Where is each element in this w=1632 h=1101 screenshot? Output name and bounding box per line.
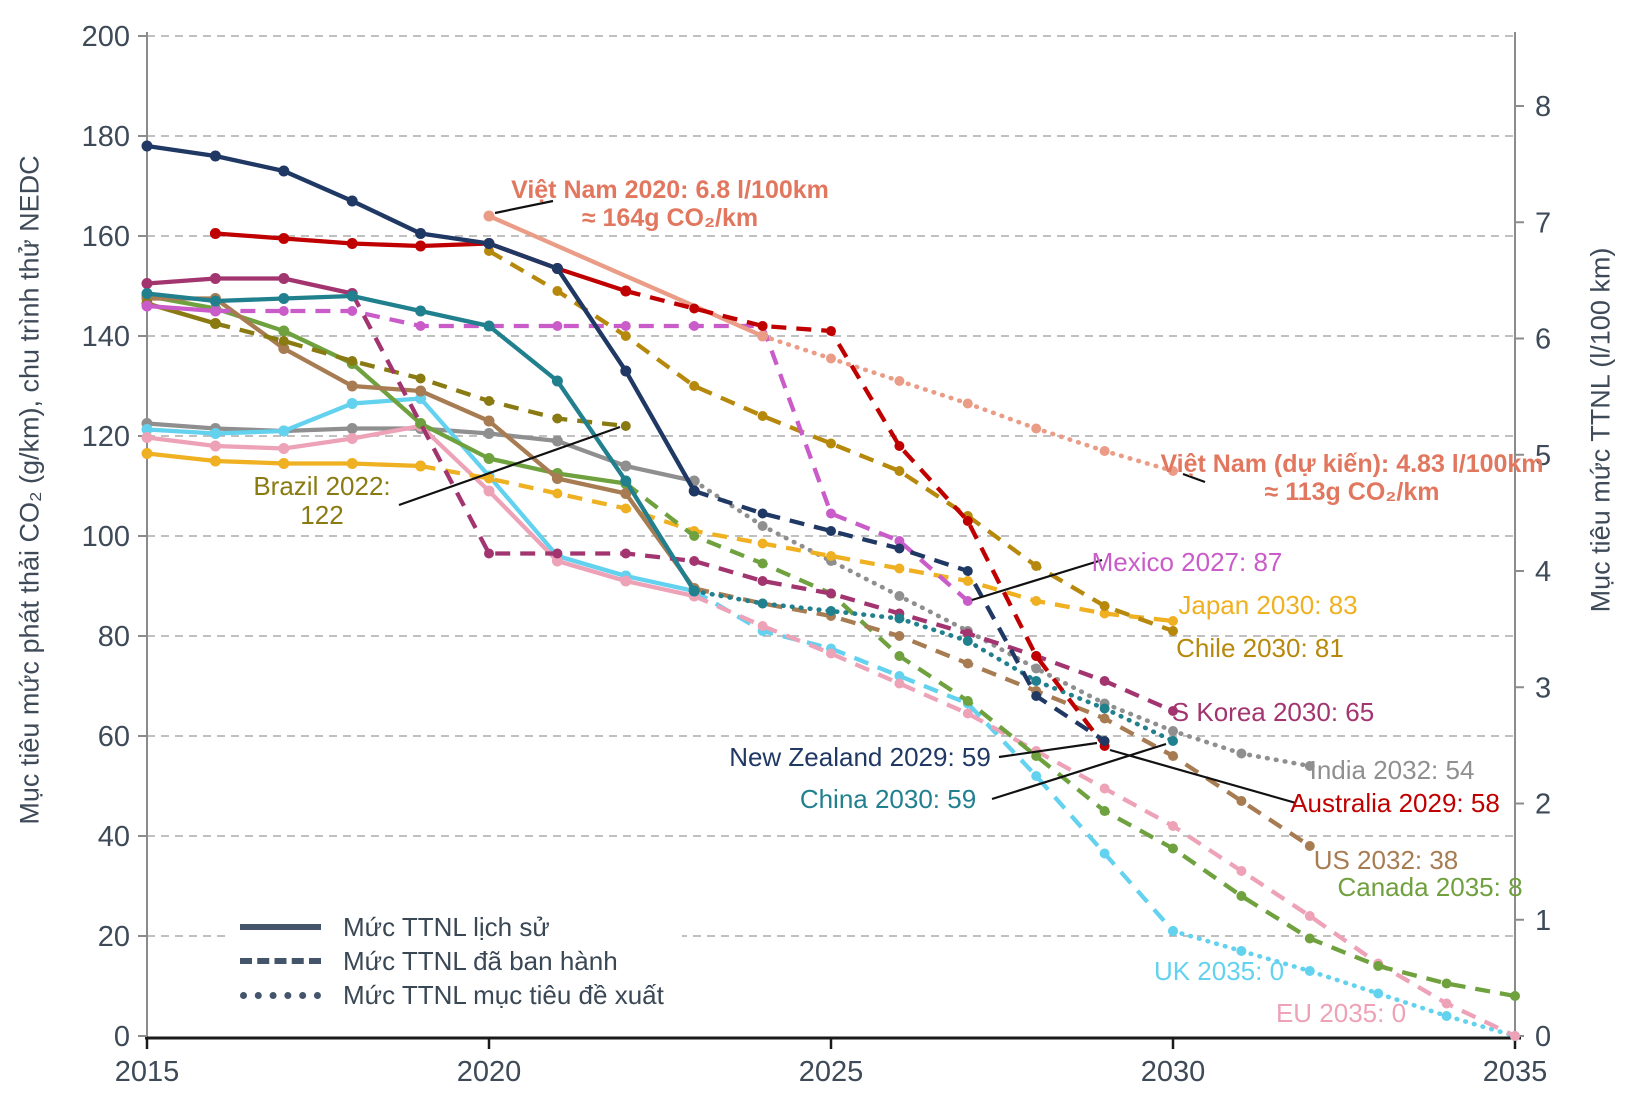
legend-item-historical: Mức TTNL lịch sử (240, 911, 664, 942)
series-uk-dashed-line (693, 589, 1175, 933)
series-uk-dotted-line (1170, 928, 1518, 1039)
series-japan-dashed-line (420, 463, 1174, 624)
series-australia-dashed-line (625, 288, 1107, 748)
series-vietnam-solid-line (488, 214, 764, 338)
legend-label-proposed: Mức TTNL mục tiêu đề xuất (343, 979, 664, 1010)
series-us-solid-line (147, 296, 696, 590)
svg-text:140: 140 (82, 321, 130, 353)
series-vietnam (483, 210, 1178, 476)
series-brazil (141, 298, 631, 431)
right-axis-title-text: Mục tiêu mức TTNL (l/100 km) (1585, 247, 1616, 613)
svg-text:180: 180 (82, 121, 130, 153)
svg-text:3: 3 (1535, 672, 1551, 704)
series-china-dotted-line (691, 588, 1176, 744)
legend-label-historical: Mức TTNL lịch sử (343, 911, 550, 942)
legend-item-proposed: Mức TTNL mục tiêu đề xuất (240, 979, 664, 1010)
svg-text:100: 100 (82, 521, 130, 553)
svg-text:160: 160 (82, 221, 130, 253)
dotted-line-swatch (240, 991, 321, 999)
svg-text:2035: 2035 (1483, 1056, 1548, 1088)
legend: Mức TTNL lịch sử Mức TTNL đã ban hành Mứ… (226, 903, 682, 1021)
series-skorea-dashed-line (350, 292, 1174, 713)
left-axis-title: Mục tiêu mức phát thải CO₂ (g/km), chu t… (15, 155, 46, 824)
svg-text:2: 2 (1535, 789, 1551, 821)
svg-text:40: 40 (98, 821, 130, 853)
svg-text:120: 120 (82, 421, 130, 453)
svg-text:4: 4 (1535, 556, 1551, 588)
left-axis-title-text: Mục tiêu mức phát thải CO₂ (g/km), chu t… (14, 155, 45, 825)
annotation-leader-lines (398, 199, 1297, 805)
axes (138, 32, 1524, 1049)
series-china (141, 288, 1178, 746)
series-china-solid-line (146, 291, 697, 593)
svg-text:0: 0 (1535, 1021, 1551, 1053)
svg-text:7: 7 (1535, 207, 1551, 239)
svg-text:1: 1 (1535, 905, 1551, 937)
series-mexico-solid-line (146, 303, 216, 314)
series-chile-dashed-line (487, 249, 1174, 634)
svg-text:200: 200 (82, 21, 130, 53)
series-japan (141, 448, 1178, 626)
svg-text:0: 0 (114, 1021, 130, 1053)
svg-text:6: 6 (1535, 324, 1551, 356)
dashed-line-swatch (240, 958, 321, 964)
svg-text:80: 80 (98, 621, 130, 653)
series-new_zealand (141, 140, 1110, 746)
svg-text:2015: 2015 (115, 1056, 180, 1088)
gridlines (147, 35, 1515, 937)
svg-text:60: 60 (98, 721, 130, 753)
series-new_zealand-solid-line (146, 143, 697, 493)
legend-item-enacted: Mức TTNL đã ban hành (240, 945, 664, 976)
svg-text:2030: 2030 (1141, 1056, 1206, 1088)
svg-text:5: 5 (1535, 440, 1551, 472)
right-axis-title: Mục tiêu mức TTNL (l/100 km) (1586, 248, 1617, 613)
series-canada-dashed-line (624, 481, 1516, 999)
svg-text:2020: 2020 (457, 1056, 522, 1088)
right-tick-labels: 0 1 2 3 4 5 6 7 8 (1535, 91, 1551, 1053)
svg-text:8: 8 (1535, 91, 1551, 123)
svg-text:20: 20 (98, 921, 130, 953)
series-australia (209, 228, 1110, 751)
series-chile (484, 246, 1178, 636)
x-tick-labels: 2015 2020 2025 2030 2035 (115, 1056, 1548, 1088)
series-skorea-solid-line (146, 276, 353, 296)
series-mexico-dashed-line (215, 308, 970, 603)
solid-line-swatch (240, 924, 321, 930)
legend-label-enacted: Mức TTNL đã ban hành (343, 945, 618, 976)
left-tick-labels: 0 20 40 60 80 100 120 140 160 180 200 (82, 21, 130, 1053)
svg-text:2025: 2025 (799, 1056, 864, 1088)
series-us-dashed-line (693, 586, 1311, 848)
series-india-dotted-line (691, 478, 1313, 769)
